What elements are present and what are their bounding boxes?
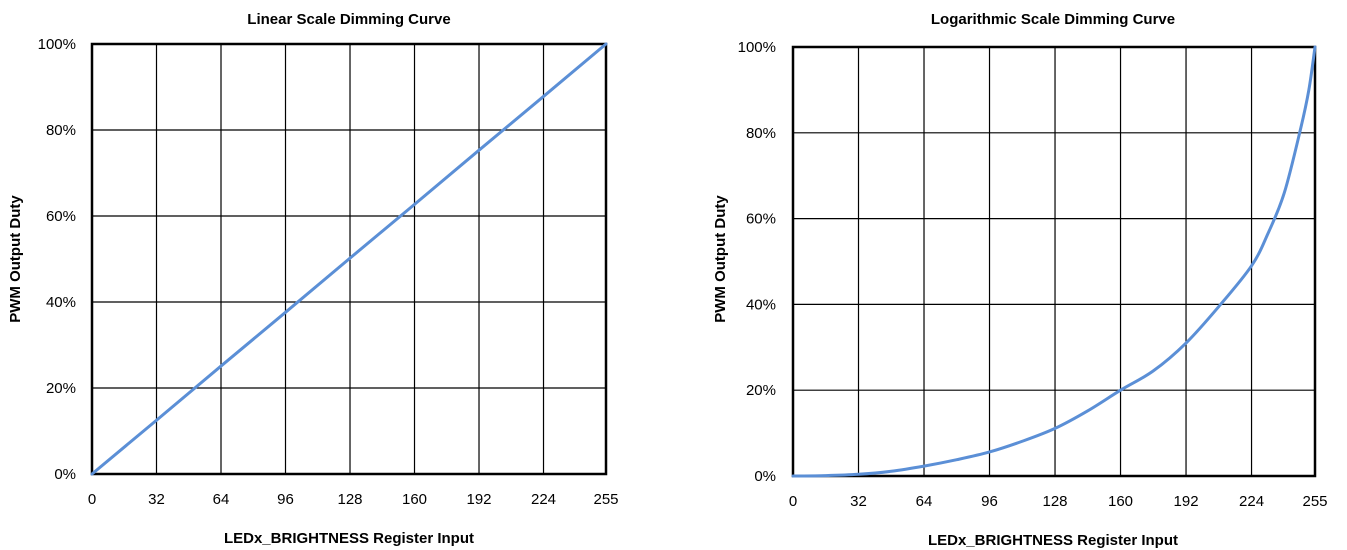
plot-frame xyxy=(791,45,1317,478)
x-axis-label: LEDx_BRIGHTNESS Register Input xyxy=(224,530,474,547)
y-tick-label: 40% xyxy=(746,296,776,313)
series-line xyxy=(791,45,1317,478)
y-tick-label: 60% xyxy=(46,208,76,225)
x-tick-label: 224 xyxy=(1239,493,1264,510)
plot-frame xyxy=(90,42,608,476)
chart-title: Linear Scale Dimming Curve xyxy=(247,11,450,28)
plot-area: 0 32 64 96 128 160 192 224 255 0% 20% 40% 60% 80% 100% xyxy=(738,39,1328,510)
linear-dimming-chart: Linear Scale Dimming Curve 0 32 64 96 128 160… xyxy=(7,11,619,547)
x-tick-label: 224 xyxy=(531,491,556,508)
x-tick-label: 0 xyxy=(88,491,96,508)
y-axis-label: PWM Output Duty xyxy=(712,195,729,323)
y-tick-label: 0% xyxy=(54,466,76,483)
x-tick-label: 64 xyxy=(916,493,933,510)
x-tick-label: 128 xyxy=(1043,493,1068,510)
x-tick-label: 32 xyxy=(850,493,867,510)
series-line xyxy=(90,42,608,476)
y-tick-label: 20% xyxy=(746,382,776,399)
x-axis-label: LEDx_BRIGHTNESS Register Input xyxy=(928,532,1178,549)
y-tick-label: 40% xyxy=(46,294,76,311)
y-tick-label: 80% xyxy=(746,125,776,142)
x-tick-label: 32 xyxy=(148,491,165,508)
y-tick-label: 80% xyxy=(46,122,76,139)
x-tick-label: 192 xyxy=(1174,493,1199,510)
x-tick-label: 160 xyxy=(1108,493,1133,510)
x-tick-label: 0 xyxy=(789,493,797,510)
x-tick-label: 64 xyxy=(213,491,230,508)
x-tick-label: 128 xyxy=(337,491,362,508)
y-tick-label: 60% xyxy=(746,211,776,228)
y-tick-label: 20% xyxy=(46,380,76,397)
y-tick-label: 0% xyxy=(754,468,776,485)
logarithmic-dimming-chart: Logarithmic Scale Dimming Curve 0 32 64 96 1… xyxy=(712,11,1328,549)
plot-area: 0 32 64 96 128 160 192 224 255 0% 20% 40% 60% 80% 100% xyxy=(38,36,619,508)
x-tick-label: 96 xyxy=(981,493,998,510)
x-tick-label: 255 xyxy=(593,491,618,508)
chart-title: Logarithmic Scale Dimming Curve xyxy=(931,11,1175,28)
y-axis-label: PWM Output Duty xyxy=(7,195,24,323)
x-tick-label: 192 xyxy=(466,491,491,508)
x-tick-label: 160 xyxy=(402,491,427,508)
x-tick-label: 255 xyxy=(1302,493,1327,510)
y-tick-label: 100% xyxy=(38,36,76,53)
y-tick-label: 100% xyxy=(738,39,776,56)
x-tick-label: 96 xyxy=(277,491,294,508)
